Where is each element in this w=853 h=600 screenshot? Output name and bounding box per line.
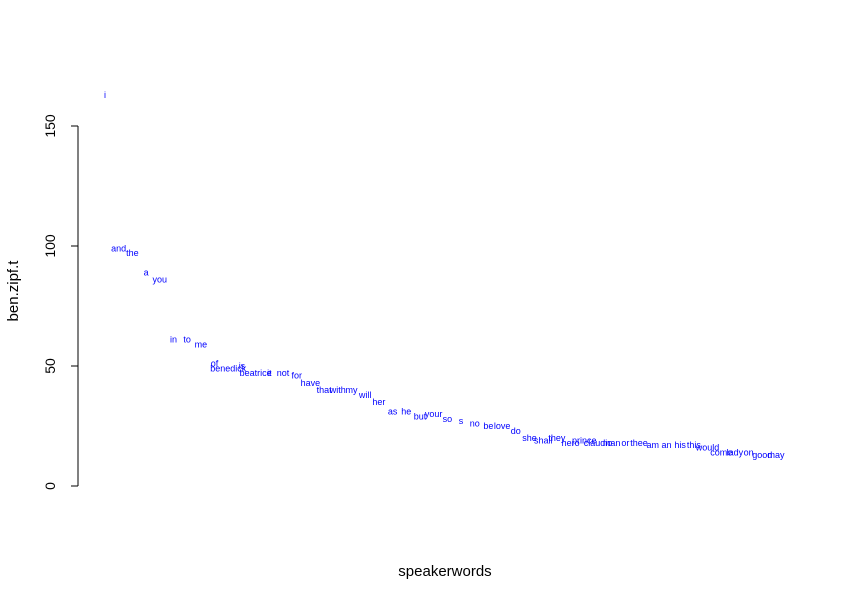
word-point: i	[104, 90, 106, 100]
y-tick-label: 150	[42, 114, 58, 138]
word-point: to	[183, 335, 191, 345]
word-point: have	[301, 378, 321, 388]
word-point: her	[372, 397, 385, 407]
y-tick-label: 50	[42, 358, 58, 374]
word-point: be	[483, 421, 493, 431]
word-point: or	[621, 438, 629, 448]
y-tick-label: 0	[42, 482, 58, 490]
word-point: benedick	[210, 363, 247, 373]
word-point: thee	[630, 438, 648, 448]
y-tick-label: 100	[42, 234, 58, 258]
word-point: a	[144, 267, 149, 277]
word-point: and	[111, 243, 126, 253]
word-point: love	[494, 421, 511, 431]
word-point: as	[388, 407, 398, 417]
word-point: of	[211, 359, 219, 369]
word-point: but	[414, 411, 427, 421]
word-point: may	[767, 450, 785, 460]
y-axis-label: ben.zipf.t	[5, 260, 22, 322]
word-point: beatrice	[240, 368, 272, 378]
word-point: my	[345, 385, 357, 395]
word-point: not	[277, 368, 290, 378]
word-point: good	[752, 450, 772, 460]
word-point: his	[674, 440, 686, 450]
word-point: you	[153, 275, 168, 285]
word-point: lady	[727, 447, 744, 457]
word-point: in	[170, 335, 177, 345]
word-point: that	[317, 385, 333, 395]
word-point: prince	[572, 435, 597, 445]
word-point: he	[401, 407, 411, 417]
word-point: s	[459, 416, 464, 426]
word-point: the	[126, 248, 139, 258]
word-point: it	[267, 368, 272, 378]
word-point: claudio	[584, 438, 613, 448]
word-point: will	[358, 390, 372, 400]
word-point: with	[329, 385, 346, 395]
word-point: do	[511, 426, 521, 436]
word-point: for	[291, 371, 302, 381]
word-point: me	[195, 339, 208, 349]
word-point: is	[239, 361, 246, 371]
word-point: no	[470, 419, 480, 429]
word-point: they	[548, 433, 566, 443]
word-point: come	[710, 447, 732, 457]
word-point: this	[687, 440, 702, 450]
word-point: on	[744, 447, 754, 457]
x-axis-label: speakerwords	[398, 563, 491, 580]
word-point: man	[603, 438, 621, 448]
word-point: so	[443, 414, 453, 424]
word-point: she	[522, 433, 537, 443]
y-axis: 0 50 100 150	[42, 114, 79, 490]
word-point: hero	[562, 438, 580, 448]
word-point: your	[425, 409, 443, 419]
word-point: am	[646, 440, 659, 450]
word-point: an	[661, 440, 671, 450]
word-point: shall	[534, 435, 553, 445]
word-point: would	[695, 443, 720, 453]
